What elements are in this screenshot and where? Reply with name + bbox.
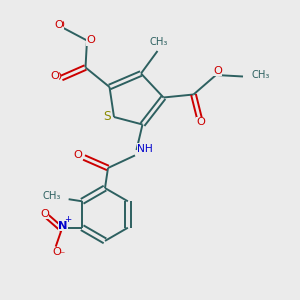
Text: O: O xyxy=(52,247,61,257)
Text: O: O xyxy=(86,35,95,45)
Text: O: O xyxy=(86,35,94,46)
Text: O: O xyxy=(56,20,64,31)
Text: O: O xyxy=(53,71,61,82)
Text: O: O xyxy=(73,149,82,160)
Text: O: O xyxy=(40,209,50,219)
Text: O: O xyxy=(54,20,63,30)
Text: NH: NH xyxy=(137,143,153,154)
Text: N: N xyxy=(58,220,68,231)
Text: CH₃: CH₃ xyxy=(252,70,270,80)
Text: ⁻: ⁻ xyxy=(60,250,65,260)
Text: O: O xyxy=(213,65,222,76)
Text: +: + xyxy=(64,215,71,224)
Text: O: O xyxy=(196,117,206,127)
Text: CH₃: CH₃ xyxy=(43,191,61,201)
Text: S: S xyxy=(103,110,111,124)
Text: CH₃: CH₃ xyxy=(150,38,168,47)
Text: O: O xyxy=(50,70,59,81)
